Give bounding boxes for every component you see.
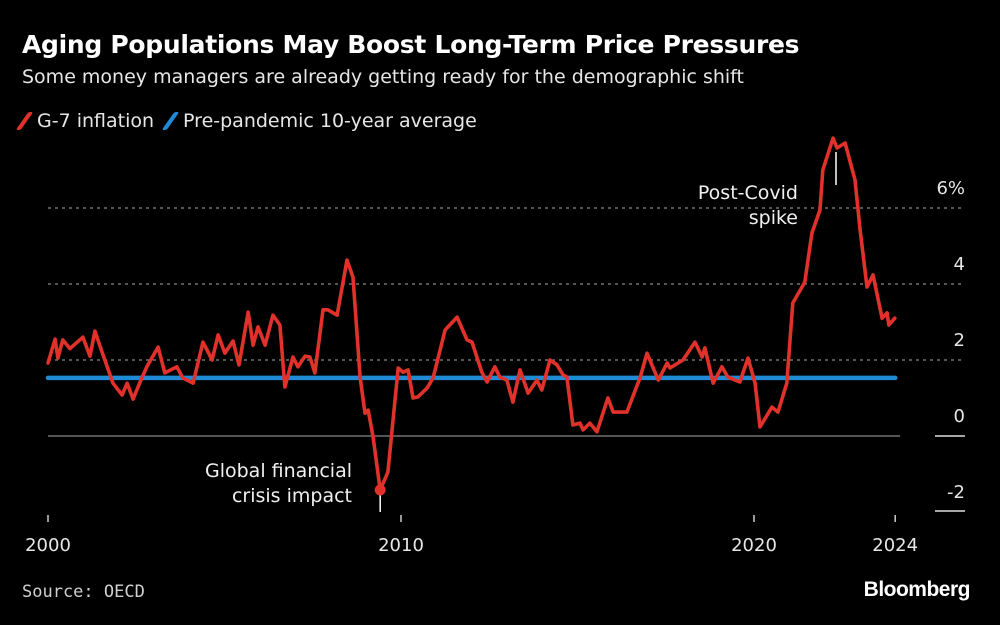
y-tick-label: 0 (954, 406, 965, 427)
legend-label: Pre-pandemic 10-year average (183, 110, 477, 132)
y-tick-label: 6% (936, 178, 965, 199)
x-tick-label: 2010 (378, 535, 424, 556)
x-tick-label: 2024 (872, 535, 918, 556)
chart-title: Aging Populations May Boost Long-Term Pr… (22, 30, 800, 59)
x-tick-label: 2020 (731, 535, 777, 556)
y-tick-label: 2 (954, 330, 965, 351)
chart-subtitle: Some money managers are already getting … (22, 66, 744, 88)
g7-inflation-line (46, 136, 897, 492)
y-tick-label: -2 (947, 482, 965, 503)
source-note: Source: OECD (22, 582, 145, 602)
legend: G-7 inflation Pre-pandemic 10-year avera… (15, 110, 477, 132)
legend-label: G-7 inflation (37, 110, 155, 132)
legend-item-g7: G-7 inflation (15, 110, 155, 132)
gfc-annotation-label: Global financial (205, 460, 352, 482)
legend-item-average: Pre-pandemic 10-year average (161, 110, 477, 132)
gfc-marker-dot (374, 484, 386, 496)
covid-annotation-label: spike (749, 207, 798, 229)
x-tick-label: 2000 (25, 535, 71, 556)
gfc-annotation-label: crisis impact (232, 485, 352, 507)
y-tick-label: 4 (954, 254, 965, 275)
covid-annotation-label: Post-Covid (698, 182, 798, 204)
bloomberg-logo: Bloomberg (863, 578, 971, 601)
